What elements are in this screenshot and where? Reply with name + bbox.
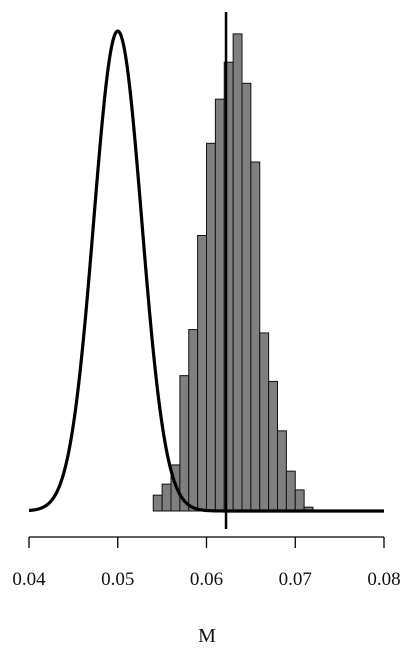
- histogram-bar: [268, 380, 278, 512]
- histogram-bar: [197, 234, 207, 512]
- histogram-bar: [241, 82, 252, 512]
- histogram-bar: [152, 494, 163, 512]
- histogram-bar: [214, 98, 225, 512]
- x-tick-label: 0.04: [12, 569, 46, 590]
- histogram-bar: [232, 33, 243, 512]
- histogram-bar: [161, 483, 172, 512]
- histogram-bar: [188, 329, 199, 512]
- reference-density-curve: [28, 29, 384, 513]
- histogram-bar: [285, 470, 296, 512]
- histogram-bar: [294, 489, 305, 512]
- x-tick-label: 0.06: [190, 569, 223, 590]
- histogram-bar: [259, 332, 270, 512]
- x-axis: 0.04 0.05 0.06 0.07 0.08: [12, 536, 401, 590]
- histogram-bar: [250, 161, 261, 512]
- histogram-bars: [152, 33, 314, 512]
- x-tick-label: 0.05: [101, 569, 134, 590]
- histogram-bar: [179, 375, 190, 512]
- histogram-bar: [206, 142, 216, 512]
- x-axis-label: M: [198, 625, 216, 647]
- x-tick-label: 0.07: [279, 569, 312, 590]
- x-tick-label: 0.08: [367, 569, 400, 590]
- histogram-bar: [277, 430, 287, 512]
